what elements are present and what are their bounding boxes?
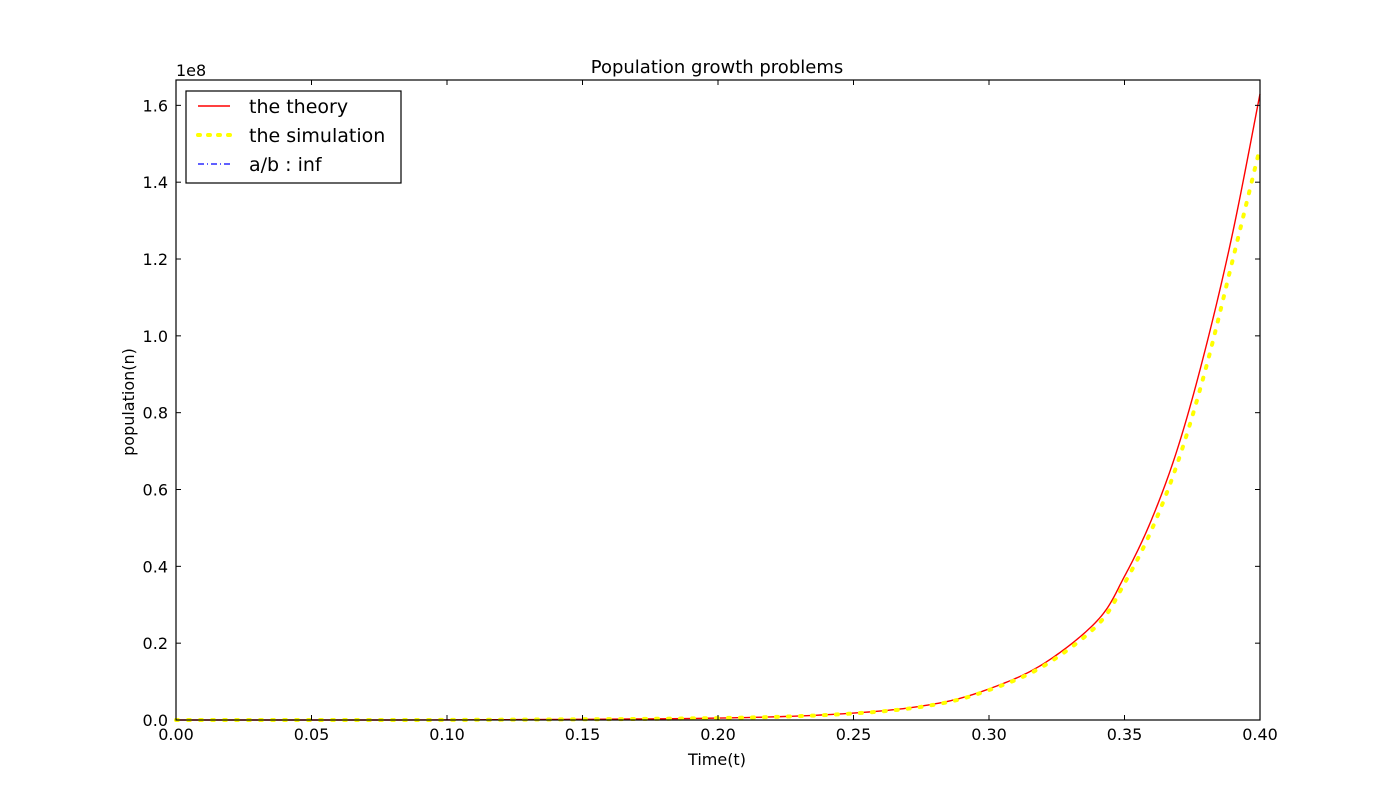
y-tick-label: 0.2 <box>143 634 168 653</box>
legend-label-2: a/b : inf <box>249 154 323 176</box>
legend-label-1: the simulation <box>249 125 385 147</box>
y-tick-label: 1.4 <box>143 173 168 192</box>
plot-frame <box>175 79 1261 721</box>
legend-label-0: the theory <box>249 96 348 118</box>
x-tick-label: 0.10 <box>429 725 465 744</box>
x-axis-label: Time(t) <box>687 750 746 769</box>
y-tick-label: 0.6 <box>143 481 168 500</box>
y-axis-label: population(n) <box>119 348 138 456</box>
x-tick-label: 0.20 <box>700 725 736 744</box>
x-tick-label: 0.15 <box>565 725 601 744</box>
x-tick-label: 0.30 <box>971 725 1007 744</box>
y-tick-label: 0.0 <box>143 711 168 730</box>
legend: the theory the simulation a/b : inf <box>185 90 402 184</box>
x-tick-label: 0.05 <box>294 725 330 744</box>
y-tick-label: 1.6 <box>143 96 168 115</box>
series-line-0 <box>176 93 1261 721</box>
y-tick-label: 0.8 <box>143 404 168 423</box>
x-tick-label: 0.25 <box>836 725 872 744</box>
y-tick-label: 1.2 <box>143 250 168 269</box>
y-axis-offset-label: 1e8 <box>176 61 206 80</box>
x-tick-label: 0.00 <box>158 725 194 744</box>
chart-title: Population growth problems <box>591 57 844 78</box>
x-tick-label: 0.40 <box>1242 725 1278 744</box>
y-tick-label: 1.0 <box>143 327 168 346</box>
y-tick-label: 0.4 <box>143 557 168 576</box>
ticks-layer: 0.00 0.05 0.10 0.15 0.20 0.25 0.30 0.35 0.40 0.0 0… <box>143 80 1278 744</box>
x-tick-label: 0.35 <box>1107 725 1143 744</box>
series-layer <box>174 93 1262 722</box>
